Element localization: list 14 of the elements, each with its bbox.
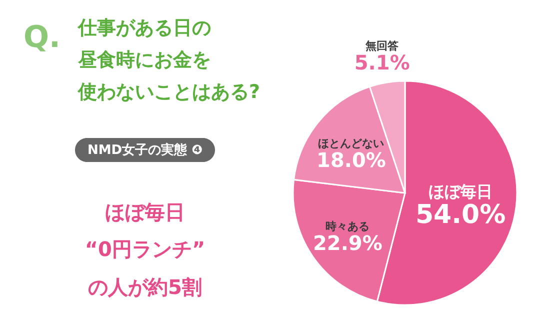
slice-label: ほぼ毎日 bbox=[428, 182, 493, 202]
text: ほぼ毎日 bbox=[105, 200, 185, 224]
slice-label: ほとんどない bbox=[318, 137, 384, 150]
slice-label: 時々ある bbox=[326, 220, 370, 234]
slice-label: 無回答 bbox=[364, 39, 400, 52]
text: 仕事がある日の昼食時にお金を使わないことはある? bbox=[77, 17, 260, 103]
data-label: 18.0% bbox=[316, 148, 386, 172]
data-label: 54.0% bbox=[415, 200, 506, 230]
text: NMD女子の実態 ❹ bbox=[87, 142, 203, 158]
text: Q. bbox=[24, 20, 60, 55]
data-label: 22.9% bbox=[312, 231, 382, 256]
text: “0円ランチ” bbox=[84, 237, 206, 261]
data-label: 5.1% bbox=[354, 50, 410, 74]
text: の人が約5割 bbox=[88, 275, 202, 299]
